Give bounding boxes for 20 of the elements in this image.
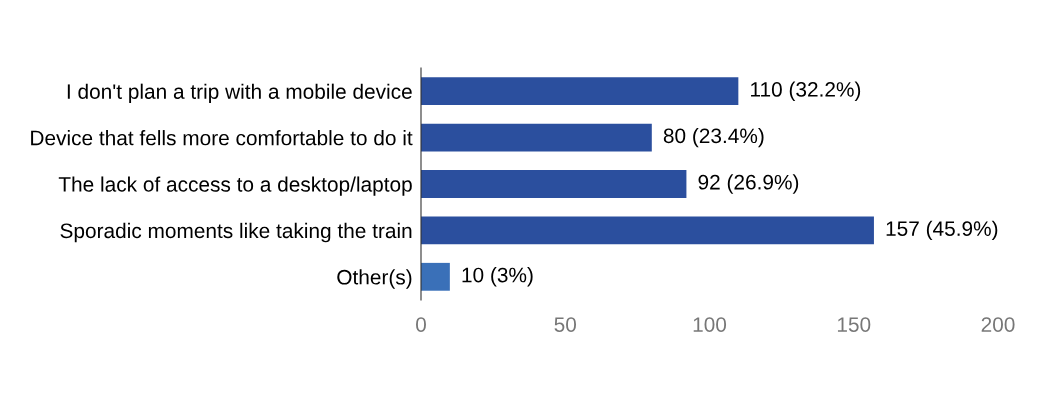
bar	[421, 123, 652, 152]
data-label: 157 (45.9%)	[886, 220, 998, 241]
y-tick-label: The lack of access to a desktop/laptop	[58, 176, 412, 196]
y-tick-label: Sporadic moments like taking the train	[60, 222, 412, 243]
bar	[421, 170, 687, 198]
bar	[421, 216, 874, 245]
data-label: 10 (3%)	[462, 267, 533, 287]
x-tick-label: 0	[416, 317, 426, 332]
data-label: 80 (23.4%)	[663, 127, 764, 148]
data-label: 110 (32.2%)	[751, 81, 861, 101]
y-tick-label: Device that fells more comfortable to do it	[31, 130, 413, 146]
bar	[421, 77, 739, 106]
data-label: 92 (26.9%)	[698, 174, 799, 194]
y-tick-label: Other(s)	[337, 269, 412, 289]
x-tick-label: 50	[554, 317, 577, 332]
x-tick-label: 100	[693, 317, 727, 332]
x-tick-label: 200	[981, 317, 1015, 332]
bar	[421, 262, 450, 291]
x-tick-label: 150	[837, 317, 871, 332]
y-tick-label: I don't plan a trip with a mobile device	[67, 83, 412, 104]
